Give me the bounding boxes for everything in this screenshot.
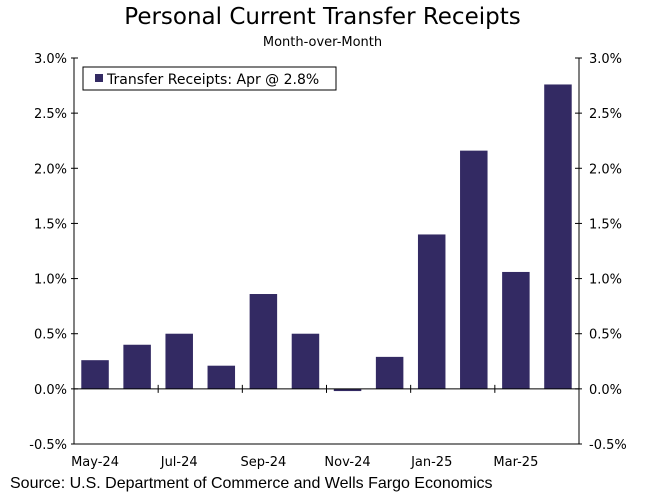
y-tick-label-left: 0.0% bbox=[34, 383, 67, 398]
y-tick-label-right: 2.0% bbox=[589, 162, 622, 177]
x-tick-label: Jul-24 bbox=[160, 455, 198, 470]
legend-swatch bbox=[95, 74, 103, 82]
bar-Aug-24 bbox=[207, 365, 236, 389]
y-tick-label-right: 1.5% bbox=[589, 217, 622, 232]
bar-May-24 bbox=[81, 360, 109, 389]
bar-Sep-24 bbox=[249, 294, 278, 389]
y-tick-label-right: 3.0% bbox=[589, 52, 622, 67]
y-tick-label-left: 3.0% bbox=[34, 52, 67, 67]
chart-title: Personal Current Transfer Receipts bbox=[124, 4, 521, 30]
bar-Apr-25 bbox=[544, 84, 572, 389]
x-tick-label: Nov-24 bbox=[324, 455, 370, 470]
y-tick-label-left: -0.5% bbox=[29, 438, 67, 453]
bar-Jun-24 bbox=[123, 344, 151, 389]
legend-box bbox=[82, 66, 337, 91]
x-tick-label: May-24 bbox=[71, 455, 119, 470]
x-tick-label: Sep-24 bbox=[241, 455, 287, 470]
y-tick-label-right: 0.0% bbox=[589, 383, 622, 398]
y-tick-label-left: 1.5% bbox=[34, 217, 67, 232]
bar-Nov-24 bbox=[333, 388, 362, 392]
bar-Mar-25 bbox=[502, 271, 530, 389]
y-tick-label-left: 0.5% bbox=[34, 328, 67, 343]
x-tick-label: Jan-25 bbox=[410, 455, 452, 470]
y-tick-label-left: 2.5% bbox=[34, 107, 67, 122]
legend-label: Transfer Receipts: Apr @ 2.8% bbox=[106, 72, 319, 88]
y-tick-label-right: 1.0% bbox=[589, 273, 622, 288]
y-tick-label-right: 2.5% bbox=[589, 107, 622, 122]
bar-Dec-24 bbox=[375, 356, 404, 389]
x-tick-label: Mar-25 bbox=[493, 455, 538, 470]
source-note: Source: U.S. Department of Commerce and … bbox=[10, 475, 493, 492]
y-tick-label-left: 1.0% bbox=[34, 273, 67, 288]
bar-Feb-25 bbox=[460, 150, 488, 389]
chart-subtitle: Month-over-Month bbox=[262, 35, 383, 50]
y-tick-label-right: 0.5% bbox=[589, 328, 622, 343]
bar-Jan-25 bbox=[417, 234, 446, 389]
y-tick-label-left: 2.0% bbox=[34, 162, 67, 177]
bar-Jul-24 bbox=[165, 333, 193, 389]
y-tick-label-right: -0.5% bbox=[589, 438, 627, 453]
bar-Oct-24 bbox=[291, 333, 320, 389]
